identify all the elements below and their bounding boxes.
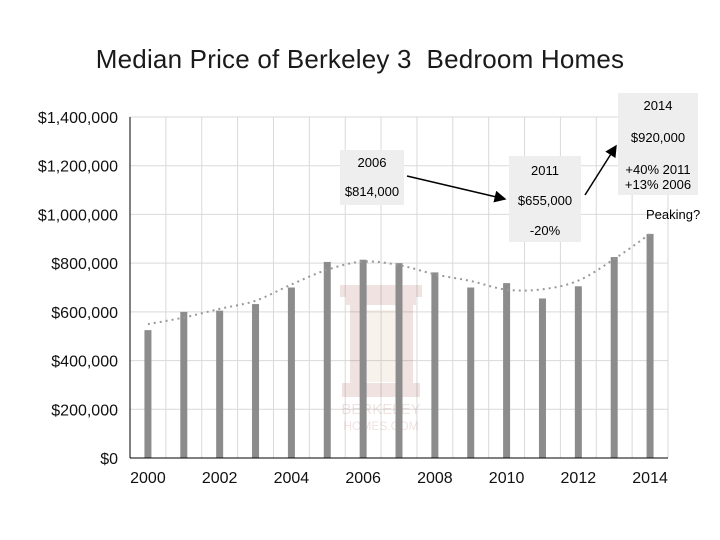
annotation-peaking: Peaking? [646, 207, 700, 222]
axes [129, 117, 668, 459]
x-tick-label: 2006 [345, 470, 381, 487]
bars [144, 233, 654, 458]
bar-2012 [574, 286, 582, 458]
bar-2003 [252, 304, 260, 458]
annotation-2014-year: 2014 [644, 98, 673, 113]
annotation-2006-year: 2006 [358, 155, 387, 170]
bar-2002 [216, 310, 224, 458]
bar-2013 [610, 257, 618, 458]
annotation-2014-price: $920,000 [631, 130, 685, 145]
x-tick-label: 2012 [561, 470, 597, 487]
annotation-2011: 2011 $655,000 -20% [509, 156, 581, 242]
x-tick-label: 2004 [274, 470, 310, 487]
bar-2011 [538, 298, 546, 458]
x-tick-labels: 2000 2002 2004 2006 2008 2010 2012 2014 [130, 470, 668, 487]
x-tick-label: 2014 [632, 470, 668, 487]
annotation-2014: 2014 $920,000 +40% 2011 +13% 2006 [618, 93, 698, 195]
bar-2000 [144, 330, 152, 458]
bar-2001 [180, 311, 188, 458]
bar-2014 [646, 233, 654, 458]
annotation-2006-price: $814,000 [345, 184, 399, 199]
y-tick-label: $0 [100, 451, 118, 468]
bar-2007 [395, 263, 403, 458]
annotation-2014-change-2006: +13% 2006 [625, 177, 691, 192]
annotation-2006: 2006 $814,000 [340, 150, 404, 205]
arrow-2011-to-2014 [584, 144, 617, 196]
bar-2006 [359, 259, 367, 458]
bar-2005 [323, 261, 331, 458]
annotation-2011-price: $655,000 [518, 193, 572, 208]
y-tick-label: $200,000 [51, 402, 118, 419]
y-tick-label: $800,000 [51, 256, 118, 273]
x-tick-label: 2010 [489, 470, 525, 487]
annotation-2011-change: -20% [530, 223, 561, 238]
bar-2009 [467, 287, 475, 458]
trendline [147, 233, 651, 326]
bar-2008 [431, 272, 439, 458]
chart-title: Median Price of Berkeley 3 Bedroom Homes [95, 44, 625, 74]
annotation-2014-change-2011: +40% 2011 [625, 162, 690, 177]
annotation-2011-year: 2011 [531, 163, 559, 178]
watermark-line-2: HOMES.COM [343, 419, 418, 433]
y-tick-label: $1,200,000 [38, 159, 118, 176]
watermark-line-1: BERKELEY [341, 401, 420, 418]
arrow-2006-to-2011 [406, 175, 507, 203]
y-tick-label: $600,000 [51, 305, 118, 322]
x-tick-label: 2000 [130, 470, 166, 487]
y-tick-labels: $0 $200,000 $400,000 $600,000 $800,000 $1,000… [38, 110, 118, 468]
bar-2004 [287, 287, 295, 458]
y-tick-label: $400,000 [51, 354, 118, 371]
y-tick-label: $1,400,000 [38, 110, 118, 127]
bar-2010 [503, 283, 511, 458]
x-tick-label: 2002 [202, 470, 238, 487]
x-tick-label: 2008 [417, 470, 453, 487]
y-tick-label: $1,000,000 [38, 207, 118, 224]
